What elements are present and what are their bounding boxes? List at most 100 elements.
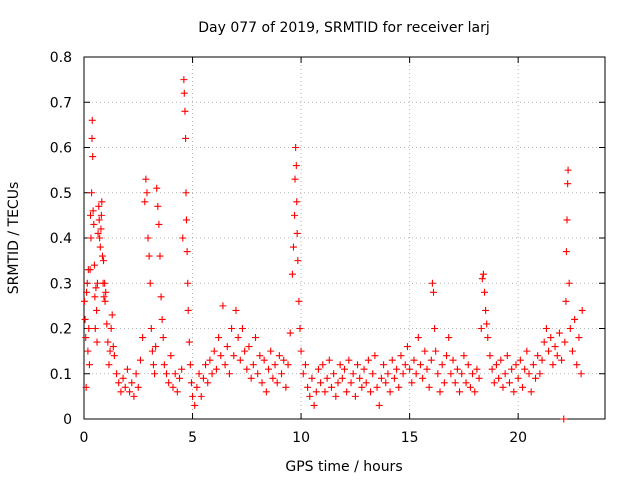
data-point	[180, 76, 188, 84]
data-point	[466, 383, 474, 391]
data-point	[115, 379, 123, 387]
data-points	[80, 76, 586, 423]
data-point	[532, 374, 540, 382]
data-point	[393, 365, 401, 373]
data-point	[206, 356, 214, 364]
data-point	[284, 361, 292, 369]
data-point	[296, 325, 304, 332]
data-point	[278, 370, 286, 378]
data-point	[87, 211, 95, 219]
data-point	[113, 370, 121, 378]
data-point	[119, 374, 127, 382]
data-point	[440, 379, 448, 387]
data-point	[92, 284, 100, 292]
data-point	[479, 270, 487, 278]
y-tick-label: 0	[63, 412, 72, 428]
data-point	[182, 189, 190, 197]
data-point	[327, 383, 335, 391]
data-point	[534, 352, 542, 360]
data-point	[551, 343, 559, 351]
data-point	[210, 347, 218, 355]
chart-title: Day 077 of 2019, SRMTID for receiver lar…	[198, 20, 490, 36]
y-tick-label: 0.1	[50, 367, 72, 383]
data-point	[219, 302, 227, 310]
data-point	[406, 365, 414, 373]
data-point	[184, 306, 192, 314]
data-point	[258, 379, 266, 387]
data-point	[505, 379, 513, 387]
y-tick-label: 0.2	[50, 322, 72, 338]
data-point	[362, 379, 370, 387]
data-point	[98, 198, 106, 206]
data-point	[481, 288, 489, 296]
data-point	[144, 234, 152, 242]
data-point	[399, 370, 407, 378]
data-point	[495, 374, 503, 382]
data-point	[204, 379, 212, 387]
data-point	[367, 388, 375, 396]
data-point	[443, 352, 451, 360]
data-point	[492, 361, 500, 369]
data-point	[191, 401, 199, 409]
data-point	[423, 365, 431, 373]
data-point	[477, 325, 485, 332]
data-point	[152, 343, 160, 351]
data-point	[573, 361, 581, 369]
data-point	[221, 361, 229, 369]
data-point	[306, 392, 314, 400]
data-point	[377, 374, 385, 382]
data-point	[408, 379, 416, 387]
data-point	[134, 383, 142, 391]
data-point	[202, 361, 210, 369]
data-point	[330, 370, 338, 378]
data-point	[301, 361, 309, 369]
data-point	[358, 383, 366, 391]
data-point	[373, 383, 381, 391]
data-point	[82, 334, 90, 342]
data-point	[123, 365, 131, 373]
x-axis-label: GPS time / hours	[285, 459, 402, 475]
data-point	[234, 334, 242, 342]
data-point	[343, 388, 351, 396]
data-point	[308, 374, 316, 382]
data-point	[538, 356, 546, 364]
data-point	[105, 361, 113, 369]
data-point	[269, 374, 277, 382]
data-point	[438, 361, 446, 369]
data-point	[397, 352, 405, 360]
data-point	[349, 370, 357, 378]
data-point	[499, 383, 507, 391]
data-point	[249, 361, 257, 369]
data-point	[178, 365, 186, 373]
data-point	[90, 261, 98, 269]
data-point	[464, 361, 472, 369]
data-point	[347, 379, 355, 387]
data-point	[182, 134, 190, 142]
data-point	[338, 374, 346, 382]
data-point	[88, 134, 96, 142]
y-tick-label: 0.6	[50, 141, 72, 157]
data-point	[93, 338, 101, 346]
data-point	[247, 374, 255, 382]
data-point	[462, 379, 470, 387]
data-point	[96, 234, 104, 242]
data-point	[87, 234, 95, 242]
data-point	[117, 388, 125, 396]
data-point	[555, 329, 563, 337]
data-point	[421, 347, 429, 355]
data-point	[180, 89, 188, 97]
data-point	[334, 379, 342, 387]
data-point	[83, 279, 91, 287]
data-point	[336, 361, 344, 369]
data-point	[95, 216, 103, 224]
y-tick-label: 0.3	[50, 276, 72, 292]
data-point	[94, 229, 102, 237]
data-point	[419, 374, 427, 382]
data-point	[310, 401, 318, 409]
data-point	[85, 325, 93, 332]
data-point	[453, 365, 461, 373]
data-point	[155, 220, 163, 228]
data-point	[275, 352, 283, 360]
